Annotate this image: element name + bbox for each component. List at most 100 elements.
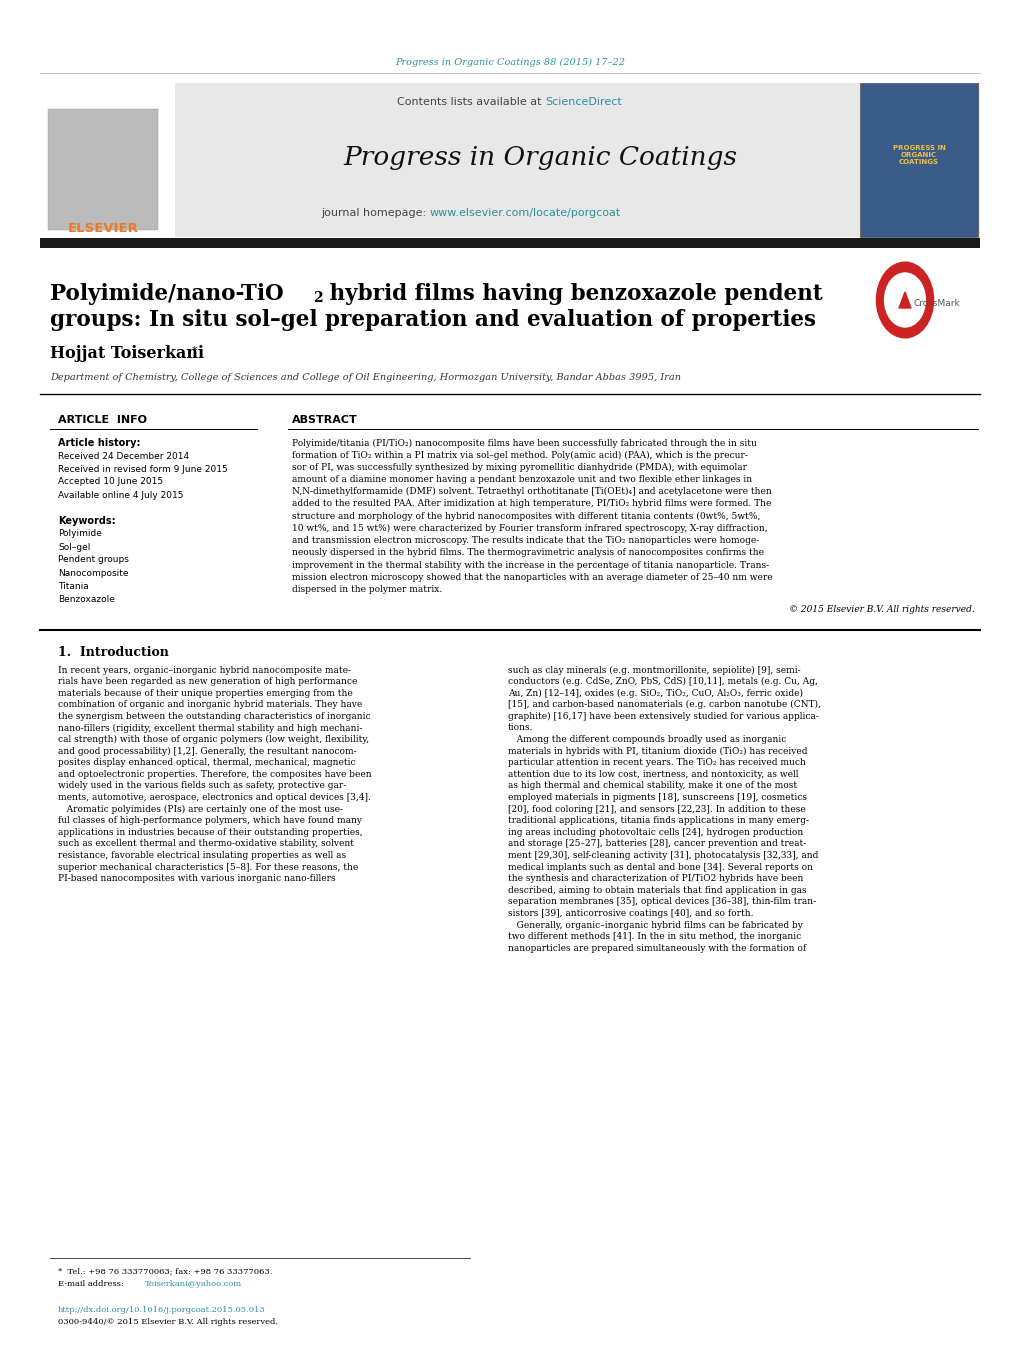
Text: Au, Zn) [12–14], oxides (e.g. SiO₂, TiO₂, CuO, Al₂O₃, ferric oxide): Au, Zn) [12–14], oxides (e.g. SiO₂, TiO₂… (507, 689, 802, 697)
Text: graphite) [16,17] have been extensively studied for various applica-: graphite) [16,17] have been extensively … (507, 712, 818, 721)
Text: http://dx.doi.org/10.1016/j.porgcoat.2015.05.013: http://dx.doi.org/10.1016/j.porgcoat.201… (58, 1306, 266, 1315)
Text: E-mail address:: E-mail address: (58, 1279, 126, 1288)
Text: conductors (e.g. CdSe, ZnO, PbS, CdS) [10,11], metals (e.g. Cu, Ag,: conductors (e.g. CdSe, ZnO, PbS, CdS) [1… (507, 677, 817, 686)
Text: and transmission electron microscopy. The results indicate that the TiO₂ nanopar: and transmission electron microscopy. Th… (291, 536, 758, 544)
Text: Progress in Organic Coatings: Progress in Organic Coatings (342, 146, 737, 170)
Text: employed materials in pigments [18], sunscreens [19], cosmetics: employed materials in pigments [18], sun… (507, 793, 806, 802)
Text: *: * (192, 346, 198, 357)
Text: materials because of their unique properties emerging from the: materials because of their unique proper… (58, 689, 353, 697)
Text: ABSTRACT: ABSTRACT (291, 415, 358, 426)
Text: added to the resulted PAA. After imidization at high temperature, PI/TiO₂ hybrid: added to the resulted PAA. After imidiza… (291, 500, 770, 508)
Text: ments, automotive, aerospace, electronics and optical devices [3,4].: ments, automotive, aerospace, electronic… (58, 793, 371, 802)
Text: such as clay minerals (e.g. montmorillonite, sepiolite) [9], semi-: such as clay minerals (e.g. montmorillon… (507, 666, 800, 674)
Text: ing areas including photovoltaic cells [24], hydrogen production: ing areas including photovoltaic cells [… (507, 828, 803, 836)
Text: ARTICLE  INFO: ARTICLE INFO (58, 415, 147, 426)
Text: resistance, favorable electrical insulating properties as well as: resistance, favorable electrical insulat… (58, 851, 345, 861)
Text: ment [29,30], self-cleaning activity [31], photocatalysis [32,33], and: ment [29,30], self-cleaning activity [31… (507, 851, 817, 861)
Text: journal homepage:: journal homepage: (321, 208, 430, 218)
FancyBboxPatch shape (40, 238, 979, 249)
Text: © 2015 Elsevier B.V. All rights reserved.: © 2015 Elsevier B.V. All rights reserved… (789, 605, 974, 615)
Text: 2: 2 (313, 290, 322, 305)
Text: structure and morphology of the hybrid nanocomposites with different titania con: structure and morphology of the hybrid n… (291, 512, 759, 520)
Text: and optoelectronic properties. Therefore, the composites have been: and optoelectronic properties. Therefore… (58, 770, 371, 780)
Text: and storage [25–27], batteries [28], cancer prevention and treat-: and storage [25–27], batteries [28], can… (507, 839, 805, 848)
Text: posites display enhanced optical, thermal, mechanical, magnetic: posites display enhanced optical, therma… (58, 758, 356, 767)
Circle shape (883, 273, 924, 327)
Text: *  Tel.: +98 76 333770063; fax: +98 76 33377063.: * Tel.: +98 76 333770063; fax: +98 76 33… (58, 1269, 272, 1275)
Text: mission electron microscopy showed that the nanoparticles with an average diamet: mission electron microscopy showed that … (291, 573, 771, 582)
FancyBboxPatch shape (40, 82, 979, 236)
Text: Nanocomposite: Nanocomposite (58, 569, 128, 577)
Text: Among the different compounds broadly used as inorganic: Among the different compounds broadly us… (507, 735, 786, 744)
Text: Titania: Titania (58, 581, 89, 590)
Text: neously dispersed in the hybrid films. The thermogravimetric analysis of nanocom: neously dispersed in the hybrid films. T… (291, 549, 763, 558)
Text: two different methods [41]. In the in situ method, the inorganic: two different methods [41]. In the in si… (507, 932, 801, 942)
Text: particular attention in recent years. The TiO₂ has received much: particular attention in recent years. Th… (507, 758, 805, 767)
Text: Aromatic polyimides (PIs) are certainly one of the most use-: Aromatic polyimides (PIs) are certainly … (58, 805, 342, 813)
Text: Pendent groups: Pendent groups (58, 555, 128, 565)
Text: medical implants such as dental and bone [34]. Several reports on: medical implants such as dental and bone… (507, 863, 812, 871)
Text: ful classes of high-performance polymers, which have found many: ful classes of high-performance polymers… (58, 816, 362, 825)
Text: Department of Chemistry, College of Sciences and College of Oil Engineering, Hor: Department of Chemistry, College of Scie… (50, 373, 681, 382)
Text: Sol–gel: Sol–gel (58, 543, 91, 551)
Text: PROGRESS IN
ORGANIC
COATINGS: PROGRESS IN ORGANIC COATINGS (892, 145, 945, 165)
Text: the synergism between the outstanding characteristics of inorganic: the synergism between the outstanding ch… (58, 712, 370, 721)
Text: [15], and carbon-based nanomaterials (e.g. carbon nanotube (CNT),: [15], and carbon-based nanomaterials (e.… (507, 700, 820, 709)
Text: amount of a diamine monomer having a pendant benzoxazole unit and two flexible e: amount of a diamine monomer having a pen… (291, 476, 751, 484)
Text: Polyimide: Polyimide (58, 530, 102, 539)
Text: Generally, organic–inorganic hybrid films can be fabricated by: Generally, organic–inorganic hybrid film… (507, 920, 802, 929)
Text: dispersed in the polymer matrix.: dispersed in the polymer matrix. (291, 585, 442, 594)
Text: Toiserkani@yahoo.com: Toiserkani@yahoo.com (145, 1279, 242, 1288)
Text: traditional applications, titania finds applications in many emerg-: traditional applications, titania finds … (507, 816, 808, 825)
Text: Received 24 December 2014: Received 24 December 2014 (58, 451, 189, 461)
Text: attention due to its low cost, inertness, and nontoxicity, as well: attention due to its low cost, inertness… (507, 770, 798, 780)
Text: Benzoxazole: Benzoxazole (58, 594, 115, 604)
Text: CrossMark: CrossMark (913, 299, 960, 308)
Text: formation of TiO₂ within a PI matrix via sol–gel method. Poly(amic acid) (PAA), : formation of TiO₂ within a PI matrix via… (291, 451, 747, 459)
Text: cal strength) with those of organic polymers (low weight, flexibility,: cal strength) with those of organic poly… (58, 735, 369, 744)
Text: Available online 4 July 2015: Available online 4 July 2015 (58, 490, 183, 500)
Text: Polyimide/nano-TiO: Polyimide/nano-TiO (50, 282, 283, 305)
Text: Keywords:: Keywords: (58, 516, 115, 526)
Text: applications in industries because of their outstanding properties,: applications in industries because of th… (58, 828, 363, 836)
Text: hybrid films having benzoxazole pendent: hybrid films having benzoxazole pendent (322, 282, 821, 305)
Polygon shape (898, 292, 910, 308)
Text: as high thermal and chemical stability, make it one of the most: as high thermal and chemical stability, … (507, 781, 796, 790)
Text: materials in hybrids with PI, titanium dioxide (TiO₂) has received: materials in hybrids with PI, titanium d… (507, 747, 807, 755)
Text: improvement in the thermal stability with the increase in the percentage of tita: improvement in the thermal stability wit… (291, 561, 768, 570)
Text: In recent years, organic–inorganic hybrid nanocomposite mate-: In recent years, organic–inorganic hybri… (58, 666, 351, 674)
Text: widely used in the various fields such as safety, protective gar-: widely used in the various fields such a… (58, 781, 345, 790)
Text: nanoparticles are prepared simultaneously with the formation of: nanoparticles are prepared simultaneousl… (507, 944, 805, 952)
FancyBboxPatch shape (40, 82, 175, 236)
Text: Contents lists available at: Contents lists available at (396, 97, 544, 107)
Text: tions.: tions. (507, 724, 533, 732)
Text: the synthesis and characterization of PI/TiO2 hybrids have been: the synthesis and characterization of PI… (507, 874, 803, 884)
Text: 1.  Introduction: 1. Introduction (58, 646, 169, 658)
Text: separation membranes [35], optical devices [36–38], thin-film tran-: separation membranes [35], optical devic… (507, 897, 815, 907)
Text: www.elsevier.com/locate/porgcoat: www.elsevier.com/locate/porgcoat (430, 208, 621, 218)
Text: sistors [39], anticorrosive coatings [40], and so forth.: sistors [39], anticorrosive coatings [40… (507, 909, 753, 919)
Text: such as excellent thermal and thermo-oxidative stability, solvent: such as excellent thermal and thermo-oxi… (58, 839, 354, 848)
Text: combination of organic and inorganic hybrid materials. They have: combination of organic and inorganic hyb… (58, 700, 362, 709)
Text: 10 wt%, and 15 wt%) were characterized by Fourier transform infrared spectroscop: 10 wt%, and 15 wt%) were characterized b… (291, 524, 767, 532)
Text: described, aiming to obtain materials that find application in gas: described, aiming to obtain materials th… (507, 886, 806, 894)
Text: superior mechanical characteristics [5–8]. For these reasons, the: superior mechanical characteristics [5–8… (58, 863, 358, 871)
Text: [20], food coloring [21], and sensors [22,23]. In addition to these: [20], food coloring [21], and sensors [2… (507, 805, 805, 813)
Text: rials have been regarded as new generation of high performance: rials have been regarded as new generati… (58, 677, 357, 686)
Text: nano-fillers (rigidity, excellent thermal stability and high mechani-: nano-fillers (rigidity, excellent therma… (58, 723, 362, 732)
FancyBboxPatch shape (48, 109, 158, 230)
Text: and good processability) [1,2]. Generally, the resultant nanocom-: and good processability) [1,2]. Generall… (58, 747, 357, 755)
Text: Progress in Organic Coatings 88 (2015) 17–22: Progress in Organic Coatings 88 (2015) 1… (394, 58, 625, 66)
Text: Accepted 10 June 2015: Accepted 10 June 2015 (58, 477, 163, 486)
Circle shape (875, 262, 932, 338)
FancyBboxPatch shape (859, 82, 977, 236)
Text: PI-based nanocomposites with various inorganic nano-fillers: PI-based nanocomposites with various ino… (58, 874, 335, 884)
Text: 0300-9440/© 2015 Elsevier B.V. All rights reserved.: 0300-9440/© 2015 Elsevier B.V. All right… (58, 1319, 278, 1325)
Text: Article history:: Article history: (58, 438, 141, 449)
Text: N,N-dimethylformamide (DMF) solvent. Tetraethyl orthotitanate [Ti(OEt)₄] and ace: N,N-dimethylformamide (DMF) solvent. Tet… (291, 488, 771, 496)
Text: Received in revised form 9 June 2015: Received in revised form 9 June 2015 (58, 465, 227, 473)
Text: Polyimide/titania (PI/TiO₂) nanocomposite films have been successfully fabricate: Polyimide/titania (PI/TiO₂) nanocomposit… (291, 439, 756, 447)
Text: groups: In situ sol–gel preparation and evaluation of properties: groups: In situ sol–gel preparation and … (50, 309, 815, 331)
Text: Hojjat Toiserkani: Hojjat Toiserkani (50, 346, 204, 362)
Text: ELSEVIER: ELSEVIER (67, 222, 139, 235)
